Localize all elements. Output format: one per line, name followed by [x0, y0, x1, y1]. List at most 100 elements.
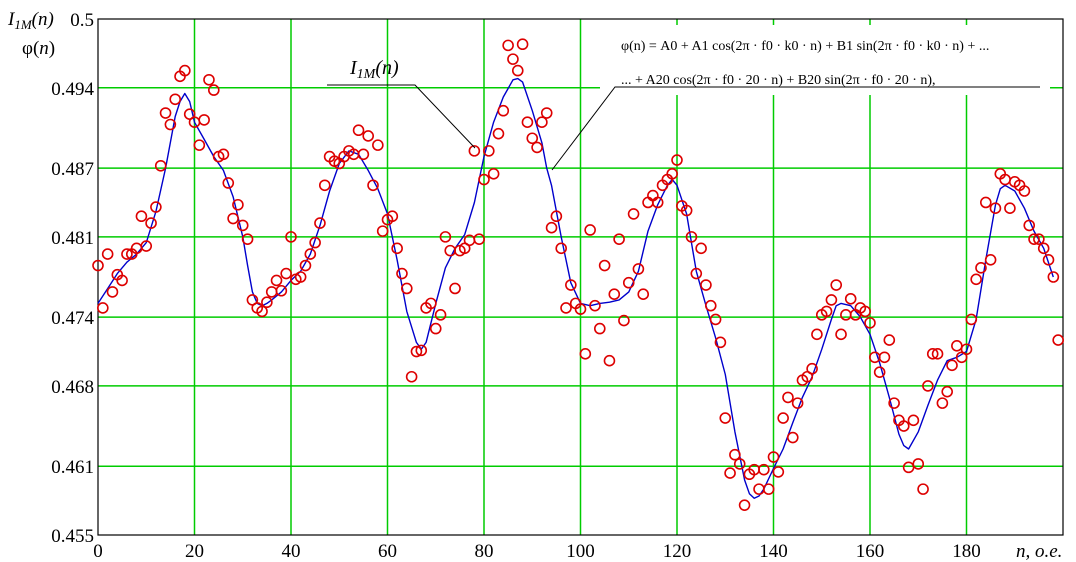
data-point [632, 263, 645, 275]
data-point [926, 348, 939, 360]
data-point [762, 483, 775, 495]
x-tick-label: 40 [282, 541, 301, 562]
data-point [989, 202, 1002, 214]
data-point [261, 296, 273, 309]
data-point [830, 279, 843, 291]
data-point [540, 107, 553, 119]
data-point [362, 130, 375, 142]
x-tick-label: 100 [566, 541, 595, 562]
plot-frame [97, 18, 1064, 536]
x-tick-label: 60 [378, 541, 397, 562]
data-point [222, 177, 235, 189]
y-tick-label: 0.487 [51, 159, 94, 180]
y-axis-label-line1: I1M(n) [7, 9, 54, 32]
x-tick-label: 160 [856, 541, 885, 562]
formula-line-2: ... + A20 cos(2π · f0 · 20 · n) + B20 si… [621, 73, 936, 88]
data-point [256, 305, 268, 318]
data-point [1042, 253, 1055, 266]
data-point [531, 141, 543, 154]
data-point [965, 313, 978, 326]
data-point [584, 224, 596, 236]
data-point [844, 292, 857, 305]
data-point [352, 124, 365, 137]
data-point [878, 351, 891, 364]
data-point [695, 242, 707, 255]
data-point [193, 139, 206, 151]
data-point [391, 242, 403, 255]
data-point [516, 38, 529, 51]
data-point [97, 302, 109, 314]
data-point [270, 274, 283, 287]
data-point [511, 64, 524, 77]
data-point [285, 231, 297, 243]
data-point [627, 208, 640, 220]
data-point [753, 483, 765, 495]
data-point [550, 210, 563, 223]
data-point [767, 451, 780, 463]
data-point [299, 259, 312, 272]
formula-callout: φ(n) = A0 + A1 cos(2π · f0 · k0 · n) + B… [551, 25, 1050, 171]
data-point [825, 294, 838, 306]
data-point [92, 259, 104, 272]
data-point [651, 196, 664, 209]
data-point [449, 282, 461, 295]
data-point [979, 196, 992, 209]
data-point [931, 348, 944, 360]
data-point [169, 93, 181, 106]
data-point [883, 334, 896, 346]
data-point [179, 64, 191, 77]
data-point [917, 483, 929, 495]
data-point [536, 116, 548, 128]
data-point [912, 458, 925, 470]
data-point [439, 231, 452, 243]
data-point [415, 344, 428, 357]
data-point [714, 336, 727, 349]
data-point [902, 461, 915, 474]
series-label-callout: I1M(n) [327, 57, 476, 149]
x-tick-label: 180 [952, 541, 981, 562]
data-point [232, 198, 244, 211]
data-point [758, 463, 770, 476]
data-point [960, 343, 973, 356]
data-point [647, 189, 659, 202]
data-point [145, 217, 157, 229]
grid [98, 19, 1063, 535]
data-point [468, 145, 481, 157]
data-point [724, 467, 736, 479]
series-label: I1M(n) [349, 57, 399, 82]
formula-leader [551, 86, 1040, 171]
data-point [840, 309, 852, 321]
data-point [280, 267, 292, 280]
data-point [622, 276, 635, 289]
data-point [497, 104, 510, 117]
y-axis-label-sub: 1M [14, 17, 33, 32]
data-point [709, 313, 722, 326]
data-point [318, 179, 331, 192]
data-point [719, 412, 732, 424]
data-point [1037, 242, 1050, 255]
data-point [150, 201, 162, 213]
data-point [690, 267, 703, 280]
data-point [589, 299, 601, 312]
data-point [521, 116, 534, 128]
data-point [116, 274, 128, 287]
data-point [975, 262, 987, 274]
data-point [367, 179, 379, 192]
data-point [733, 458, 746, 470]
data-point [946, 359, 958, 372]
data-point [400, 282, 413, 295]
data-point [642, 196, 654, 209]
data-point [159, 107, 172, 119]
x-axis-label: n, о.е. [1016, 541, 1062, 562]
y-axis-label-arg: (n) [32, 9, 54, 30]
series-label-leader [327, 84, 476, 149]
data-point [772, 466, 785, 478]
y-tick-label: 0.5 [70, 10, 94, 31]
data-point [217, 148, 230, 161]
data-point [777, 412, 789, 424]
data-point [106, 286, 119, 298]
data-point [154, 159, 167, 172]
data-point [951, 339, 963, 352]
data-point [386, 210, 399, 223]
